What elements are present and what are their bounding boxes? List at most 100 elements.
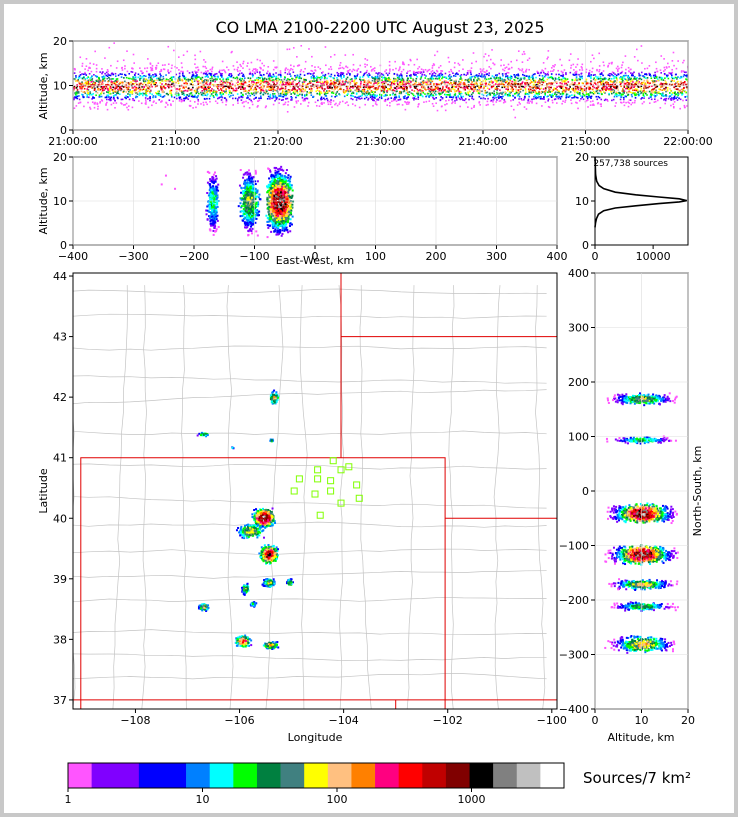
source-point	[466, 79, 469, 82]
source-point	[495, 76, 498, 79]
source-point	[621, 90, 624, 92]
source-point	[248, 92, 250, 95]
source-point	[547, 105, 550, 108]
source-point	[385, 78, 388, 80]
source-point	[510, 99, 512, 102]
source-point	[509, 94, 511, 97]
source-point	[96, 103, 99, 105]
source-point	[194, 78, 197, 81]
source-point	[183, 99, 186, 102]
source-point	[471, 81, 473, 83]
source-point	[164, 64, 166, 66]
source-point	[175, 73, 178, 76]
source-point	[686, 95, 688, 98]
source-point	[444, 83, 446, 86]
source-point	[303, 81, 306, 83]
source-point	[424, 88, 426, 90]
source-point	[139, 79, 141, 81]
source-point	[153, 82, 156, 84]
source-point	[616, 65, 619, 68]
source-point	[673, 95, 676, 98]
source-point	[259, 77, 261, 79]
source-point	[450, 75, 452, 78]
source-point	[377, 77, 380, 80]
source-point	[131, 71, 134, 73]
source-point	[110, 82, 113, 85]
source-point	[396, 103, 399, 106]
source-point	[312, 95, 315, 98]
source-point	[276, 88, 279, 90]
source-point	[357, 90, 360, 93]
source-point	[512, 90, 514, 92]
source-point	[417, 96, 420, 99]
source-point	[682, 75, 685, 78]
source-point	[471, 95, 474, 98]
source-point	[366, 83, 369, 85]
source-point	[137, 87, 139, 90]
source-point	[458, 82, 461, 85]
source-point	[428, 90, 431, 92]
source-point	[596, 82, 599, 85]
source-point	[425, 83, 427, 85]
source-point	[344, 81, 347, 83]
source-point	[313, 75, 315, 77]
source-point	[488, 81, 491, 83]
source-point	[373, 67, 376, 69]
source-point	[116, 78, 119, 80]
source-point	[637, 79, 639, 82]
source-point	[628, 77, 630, 80]
source-point	[246, 91, 248, 93]
source-point	[526, 59, 529, 61]
source-point	[240, 65, 242, 68]
source-point	[230, 75, 232, 78]
source-point	[162, 91, 165, 93]
source-point	[403, 88, 406, 91]
source-point	[447, 81, 449, 84]
source-point	[386, 91, 388, 94]
source-point	[212, 90, 215, 93]
source-point	[101, 81, 104, 83]
source-point	[120, 76, 123, 78]
source-point	[402, 96, 405, 98]
source-point	[480, 85, 482, 87]
source-point	[252, 74, 254, 76]
source-point	[250, 85, 253, 88]
source-point	[542, 81, 544, 84]
source-point	[425, 81, 428, 84]
source-point	[680, 75, 682, 78]
source-point	[204, 92, 206, 95]
source-point	[531, 74, 534, 77]
source-point	[544, 93, 546, 95]
source-point	[135, 87, 138, 90]
source-point	[337, 80, 339, 83]
source-point	[208, 97, 211, 100]
source-point	[381, 79, 383, 82]
source-point	[478, 87, 481, 90]
source-point	[676, 78, 678, 80]
source-point	[522, 85, 524, 88]
source-point	[552, 95, 554, 97]
source-point	[278, 73, 280, 76]
source-point	[272, 75, 275, 78]
source-point	[271, 79, 274, 81]
source-point	[496, 88, 499, 90]
source-point	[387, 80, 389, 82]
source-point	[372, 105, 374, 107]
source-point	[376, 79, 379, 82]
source-point	[510, 82, 513, 85]
source-point	[514, 84, 517, 86]
source-point	[675, 88, 678, 91]
source-point	[284, 90, 287, 93]
source-point	[359, 95, 362, 98]
source-point	[379, 93, 381, 96]
source-point	[151, 85, 153, 88]
source-point	[291, 96, 293, 99]
source-point	[648, 73, 651, 76]
source-point	[666, 89, 669, 91]
source-point	[585, 68, 588, 71]
source-point	[353, 82, 356, 85]
source-point	[635, 94, 637, 97]
source-point	[377, 87, 380, 89]
source-point	[259, 71, 261, 73]
source-point	[102, 80, 104, 82]
